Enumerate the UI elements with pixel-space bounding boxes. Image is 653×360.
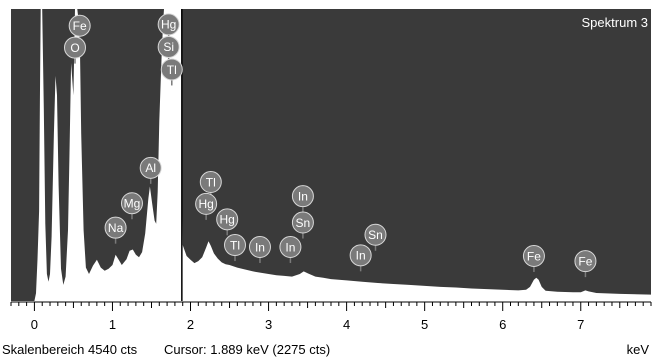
element-label-badge [157, 35, 180, 58]
element-label-text: Sn [368, 228, 383, 242]
cursor-readout: Cursor: 1.889 keV (2275 cts) [164, 342, 331, 357]
element-label-text: Mg [124, 197, 141, 211]
element-label-in: In [248, 235, 271, 263]
element-label-text: Hg [161, 18, 176, 32]
element-label-badge [199, 171, 222, 194]
element-label-badge [574, 250, 597, 273]
element-label-text: Fe [578, 254, 592, 268]
element-label-text: In [356, 249, 366, 263]
element-label-na: Na [104, 216, 127, 244]
element-label-badge [139, 156, 162, 179]
element-label-in: In [291, 185, 314, 213]
x-tick-label: 2 [187, 317, 194, 332]
element-label-fe: Fe [68, 14, 91, 42]
chart-title: Spektrum 3 [582, 15, 648, 30]
element-label-text: In [285, 240, 295, 254]
element-label-text: Na [108, 221, 124, 235]
x-tick-label: 1 [109, 317, 116, 332]
x-tick-label: 0 [31, 317, 38, 332]
element-label-badge [364, 223, 387, 246]
element-label-badge [248, 235, 271, 258]
element-label-fe: Fe [574, 250, 597, 278]
element-label-badge [64, 36, 86, 59]
x-tick-label: 6 [499, 317, 506, 332]
element-label-badge [349, 244, 372, 267]
element-label-tl: Tl [160, 58, 183, 86]
element-label-text: Tl [206, 175, 216, 189]
element-label-badge [157, 13, 180, 36]
element-label-o: O [64, 36, 86, 64]
element-label-sn: Sn [291, 211, 314, 239]
x-tick-label: 7 [577, 317, 584, 332]
element-label-text: Tl [230, 238, 240, 252]
element-label-in: In [279, 235, 302, 263]
element-label-hg: Hg [216, 208, 239, 236]
element-label-text: Tl [167, 63, 177, 77]
element-label-hg: Hg [195, 192, 218, 220]
element-label-text: Fe [527, 249, 541, 263]
element-label-text: In [255, 240, 265, 254]
element-label-tl: Tl [224, 234, 246, 262]
scale-range-readout: Skalenbereich 4540 cts [2, 342, 138, 357]
element-label-badge [195, 192, 218, 215]
element-label-fe: Fe [522, 244, 545, 272]
x-tick-label: 4 [343, 317, 350, 332]
element-label-text: Fe [73, 19, 87, 33]
element-label-text: Si [163, 40, 174, 54]
element-label-text: Al [145, 161, 156, 175]
spectrum-area [11, 9, 651, 301]
plot-area [11, 9, 651, 301]
unit-label: keV [626, 342, 649, 357]
element-label-badge [291, 185, 314, 208]
element-label-sn: Sn [364, 223, 387, 251]
element-label-badge [522, 244, 545, 267]
element-label-text: Hg [198, 197, 213, 211]
element-label-badge [224, 234, 246, 257]
x-tick-label: 3 [265, 317, 272, 332]
element-label-text: Sn [296, 216, 311, 230]
element-label-badge [120, 192, 143, 215]
element-label-text: In [298, 189, 308, 203]
element-label-al: Al [139, 156, 162, 184]
element-label-badge [291, 211, 314, 234]
element-label-si: Si [157, 35, 180, 63]
element-label-badge [104, 216, 127, 239]
element-label-text: Hg [220, 213, 235, 227]
element-label-tl: Tl [199, 171, 222, 199]
x-tick-label: 5 [421, 317, 428, 332]
element-label-mg: Mg [120, 192, 143, 220]
element-label-text: O [70, 41, 79, 55]
element-label-badge [216, 208, 239, 231]
element-label-badge [68, 14, 91, 37]
element-label-badge [279, 235, 302, 258]
element-label-in: In [349, 244, 372, 272]
element-label-badge [160, 58, 183, 81]
